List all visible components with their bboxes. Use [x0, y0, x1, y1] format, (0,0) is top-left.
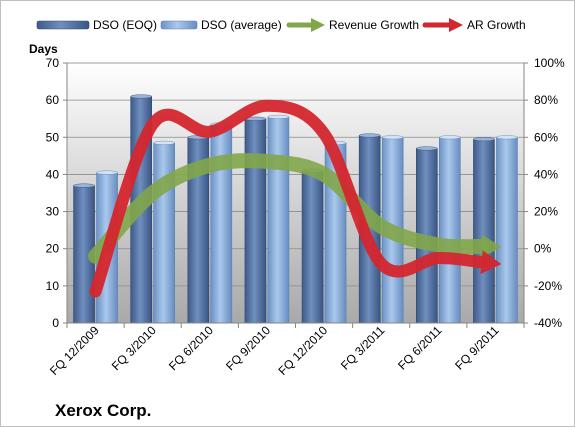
- bar-top-dso-average: [96, 170, 118, 175]
- line-ar-growth: [89, 99, 488, 298]
- y-right-tick-label: -40%: [534, 316, 562, 330]
- y-right-tick-label: 60%: [534, 130, 558, 144]
- growth-lines: [88, 99, 502, 298]
- arrowhead-revenue-growth: [481, 234, 502, 259]
- y-left-tick-label: 10: [46, 279, 60, 293]
- bar-top-dso-eoq: [73, 183, 95, 188]
- x-tick-label: FQ 9/2010: [223, 323, 273, 373]
- bar-top-dso-average: [153, 140, 175, 145]
- y-right-tick-label: 100%: [534, 56, 565, 70]
- x-axis-ticks: FQ 12/2009 FQ 3/2010 FQ 6/2010 FQ 9/2010 FQ …: [47, 323, 525, 378]
- left-axis-ticks: 0 10 20 30 40 50 60 70: [46, 56, 67, 330]
- x-tick-label: FQ 6/2011: [395, 323, 445, 373]
- bar-top-dso-eoq: [130, 94, 152, 99]
- y-left-tick-label: 60: [46, 93, 60, 107]
- bar-dso-average: [496, 136, 518, 324]
- bar-dso-average: [267, 116, 290, 324]
- bar-top-dso-average: [496, 135, 518, 140]
- x-tick-label: FQ 3/2010: [109, 323, 159, 373]
- legend-item-revenue-growth: Revenue Growth: [286, 18, 419, 32]
- legend-swatch-dso-average: [160, 20, 198, 30]
- bars: [73, 94, 518, 324]
- x-tick-label: FQ 12/2010: [275, 323, 330, 378]
- right-axis-ticks: -40% -20% 0% 20% 40% 60% 80% 100%: [524, 56, 565, 330]
- line-revenue-growth: [88, 153, 489, 264]
- bar-dso-eoq: [473, 138, 495, 324]
- bar-top-dso-average: [381, 135, 404, 140]
- x-tick-label: FQ 6/2010: [166, 323, 216, 373]
- bar-top-dso-eoq: [358, 133, 381, 138]
- y-left-tick-label: 70: [46, 56, 60, 70]
- bar-dso-average: [153, 142, 175, 324]
- legend-label-ar-growth: AR Growth: [467, 18, 526, 32]
- bar-dso-average: [439, 136, 461, 324]
- bar-dso-eoq: [244, 118, 267, 324]
- y-right-tick-label: -20%: [534, 279, 562, 293]
- y-right-tick-label: 40%: [534, 167, 558, 181]
- x-tick-label: FQ 12/2009: [47, 323, 102, 378]
- y-left-tick-label: 40: [46, 167, 60, 181]
- legend-swatch-dso-eoq: [36, 20, 90, 30]
- bar-top-dso-eoq: [473, 137, 495, 142]
- legend-label-dso-average: DSO (average): [201, 18, 282, 32]
- y-left-axis-title: Days: [29, 42, 58, 56]
- legend: DSO (EOQ) DSO (average) Revenue Growth A…: [36, 18, 526, 32]
- legend-item-ar-growth: AR Growth: [422, 18, 526, 32]
- y-left-tick-label: 50: [46, 130, 60, 144]
- y-left-tick-label: 30: [46, 205, 60, 219]
- bar-top-dso-eoq: [416, 146, 438, 151]
- y-right-tick-label: 0%: [534, 242, 552, 256]
- legend-item-dso-average: DSO (average): [160, 18, 282, 32]
- legend-label-dso-eoq: DSO (EOQ): [93, 18, 157, 32]
- y-right-tick-label: 80%: [534, 93, 558, 107]
- y-left-tick-label: 0: [52, 316, 59, 330]
- y-left-tick-label: 20: [46, 242, 60, 256]
- bar-top-dso-average: [267, 114, 290, 119]
- arrowhead-ar-growth: [480, 250, 502, 275]
- y-right-tick-label: 20%: [534, 205, 558, 219]
- x-tick-label: FQ 9/2011: [452, 323, 502, 373]
- bar-top-dso-average: [439, 135, 461, 140]
- company-name: Xerox Corp.: [55, 401, 151, 420]
- x-tick-label: FQ 3/2011: [338, 323, 388, 373]
- bar-dso-eoq: [301, 170, 324, 324]
- legend-label-revenue-growth: Revenue Growth: [329, 18, 419, 32]
- legend-arrow-revenue-growth: [311, 18, 325, 32]
- legend-item-dso-eoq: DSO (EOQ): [36, 18, 157, 32]
- legend-arrow-ar-growth: [449, 18, 463, 32]
